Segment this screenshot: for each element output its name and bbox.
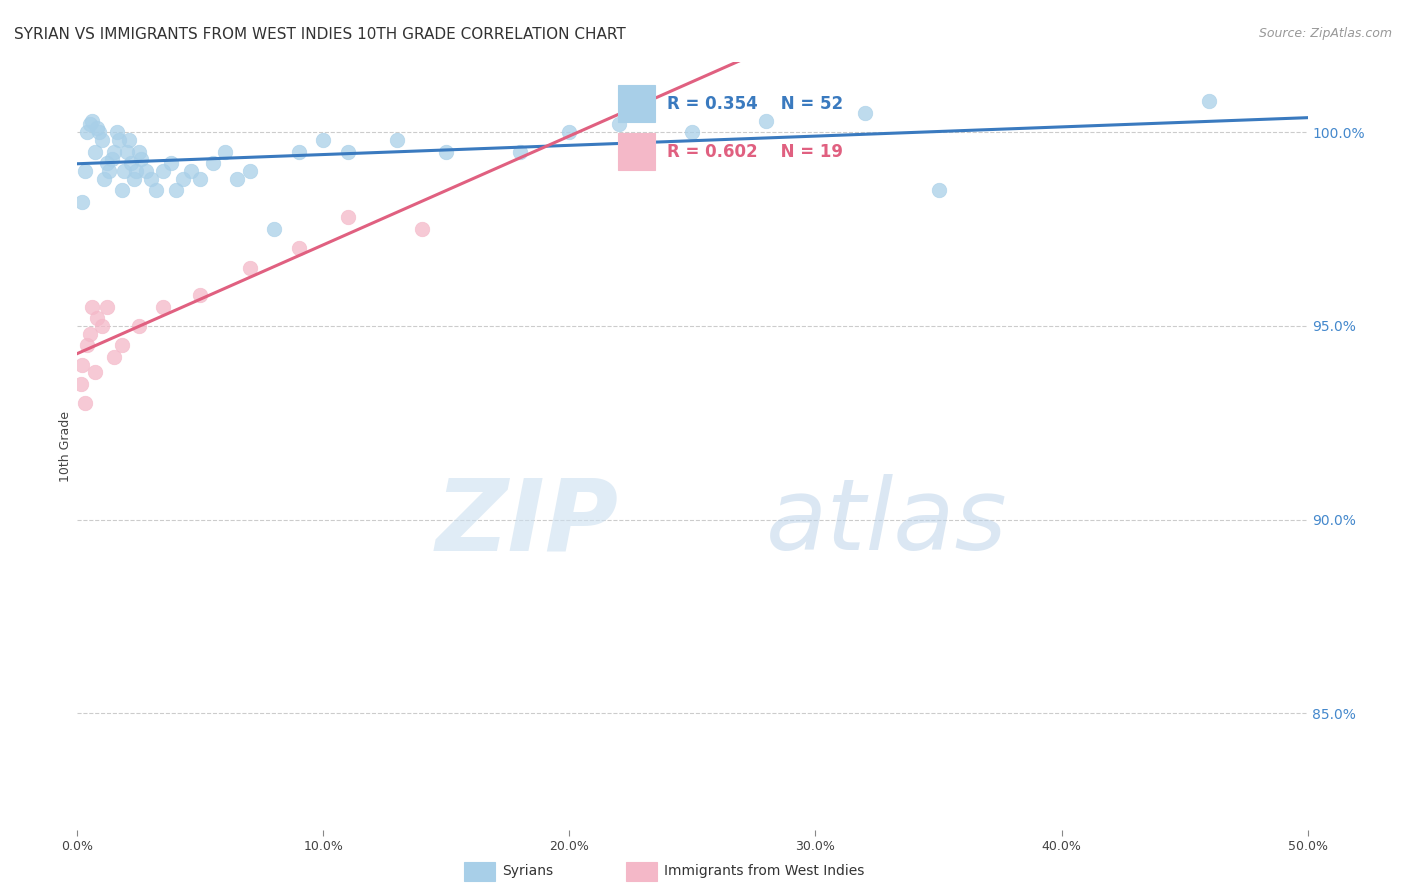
Point: [76, 125, 98, 139]
Point: [118, 133, 141, 147]
Point: [755, 113, 778, 128]
Point: [152, 164, 174, 178]
Point: [201, 156, 224, 170]
Point: [108, 133, 131, 147]
Point: [152, 300, 174, 314]
Point: [76, 338, 98, 352]
Point: [239, 164, 262, 178]
Point: [79, 326, 101, 341]
Point: [558, 125, 581, 139]
Point: [82, 300, 104, 314]
Text: R = 0.602    N = 19: R = 0.602 N = 19: [668, 143, 844, 161]
Point: [90, 318, 114, 333]
Text: R = 0.354    N = 52: R = 0.354 N = 52: [668, 95, 844, 112]
Point: [239, 260, 262, 275]
Point: [93, 171, 115, 186]
Point: [214, 145, 236, 159]
Point: [122, 171, 145, 186]
Point: [115, 145, 138, 159]
Point: [96, 156, 118, 170]
Point: [853, 105, 876, 120]
Point: [288, 145, 311, 159]
Point: [96, 300, 118, 314]
Point: [312, 133, 335, 147]
Point: [101, 153, 124, 167]
Point: [125, 164, 148, 178]
Point: [83, 145, 105, 159]
Point: [1198, 94, 1220, 108]
Point: [436, 145, 458, 159]
Point: [135, 164, 157, 178]
Point: [121, 156, 143, 170]
Point: [79, 117, 101, 131]
Point: [70, 377, 93, 392]
Text: ZIP: ZIP: [436, 475, 619, 571]
Point: [141, 171, 163, 186]
Point: [128, 318, 150, 333]
Text: Syrians: Syrians: [502, 864, 553, 879]
Point: [172, 171, 194, 186]
Point: [682, 125, 704, 139]
Point: [263, 222, 285, 236]
Text: SYRIAN VS IMMIGRANTS FROM WEST INDIES 10TH GRADE CORRELATION CHART: SYRIAN VS IMMIGRANTS FROM WEST INDIES 10…: [14, 27, 626, 42]
Point: [89, 125, 111, 139]
Point: [160, 156, 183, 170]
Point: [411, 222, 433, 236]
Point: [607, 117, 630, 131]
Point: [226, 171, 249, 186]
Point: [188, 171, 212, 186]
Point: [82, 113, 104, 128]
Bar: [617, 133, 655, 170]
Point: [86, 121, 108, 136]
Bar: [617, 85, 655, 122]
Point: [509, 145, 531, 159]
Point: [98, 164, 121, 178]
Point: [337, 145, 360, 159]
Point: [111, 183, 132, 197]
Point: [86, 311, 108, 326]
Point: [180, 164, 202, 178]
Text: Immigrants from West Indies: Immigrants from West Indies: [664, 864, 865, 879]
Point: [103, 145, 125, 159]
Point: [112, 164, 135, 178]
Point: [288, 241, 311, 255]
Point: [188, 288, 212, 302]
Point: [337, 211, 360, 225]
Point: [90, 133, 114, 147]
Point: [145, 183, 167, 197]
Point: [73, 164, 96, 178]
Point: [129, 153, 153, 167]
Point: [70, 194, 93, 209]
Text: atlas: atlas: [766, 475, 1008, 571]
Point: [111, 338, 132, 352]
Point: [105, 125, 128, 139]
Point: [385, 133, 409, 147]
Y-axis label: 10th Grade: 10th Grade: [59, 410, 72, 482]
Point: [73, 396, 96, 410]
Point: [128, 145, 150, 159]
Point: [165, 183, 187, 197]
Point: [103, 350, 125, 364]
Point: [70, 358, 93, 372]
Text: Source: ZipAtlas.com: Source: ZipAtlas.com: [1258, 27, 1392, 40]
Point: [83, 365, 105, 379]
Point: [928, 183, 950, 197]
